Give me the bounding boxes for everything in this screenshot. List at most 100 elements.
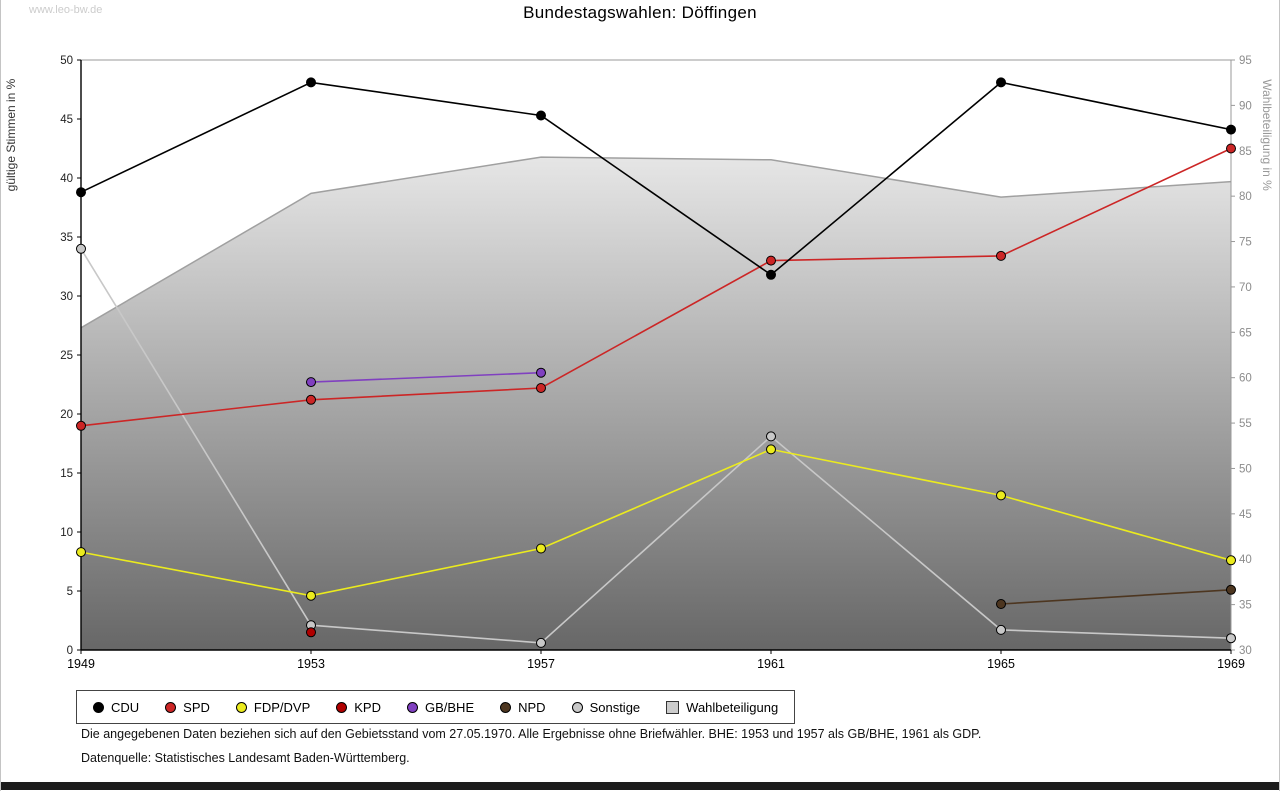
data-point [1226, 633, 1236, 644]
turnout-area-series [80, 156, 1232, 650]
footnote-datenquelle: Datenquelle: Statistisches Landesamt Bad… [81, 751, 410, 765]
legend-dot-icon [500, 701, 512, 713]
svg-text:80: 80 [1239, 191, 1252, 203]
data-point [996, 490, 1006, 501]
chart-title: Bundestagswahlen: Döffingen [523, 3, 757, 22]
svg-text:65: 65 [1239, 327, 1252, 339]
svg-text:45: 45 [1239, 509, 1252, 521]
svg-text:45: 45 [60, 114, 73, 126]
svg-text:1953: 1953 [297, 657, 325, 671]
data-point [766, 444, 776, 455]
svg-text:90: 90 [1239, 100, 1252, 112]
data-point [766, 431, 776, 442]
election-chart: 0 5 10 15 20 25 30 35 40 45 50 30 35 40 45 50 55 60 65 70 75… [4, 55, 1274, 671]
svg-text:30: 30 [1239, 645, 1252, 657]
legend-label: SPD [183, 699, 210, 715]
legend-item-fdp-dvp: FDP/DVP [235, 700, 310, 715]
data-point [306, 377, 316, 388]
series-cdu [76, 77, 1236, 280]
y-axis-left-title: gültige Stimmen in % [4, 78, 18, 191]
data-point [996, 624, 1006, 635]
svg-text:1969: 1969 [1217, 657, 1245, 671]
y-axis-right: 30 35 40 45 50 55 60 65 70 75 80 85 90 95 [1231, 55, 1252, 657]
data-point [306, 590, 316, 601]
svg-text:1965: 1965 [987, 657, 1015, 671]
svg-text:75: 75 [1239, 237, 1252, 249]
svg-text:5: 5 [67, 586, 73, 598]
series-gb-bhe [306, 367, 546, 388]
series-spd [76, 143, 1236, 431]
watermark: www.leo-bw.de [29, 4, 103, 16]
data-point [306, 77, 316, 88]
x-axis: 1949 1953 1957 1961 1965 1969 [67, 650, 1245, 671]
svg-text:1961: 1961 [757, 657, 785, 671]
svg-text:30: 30 [60, 291, 73, 303]
legend-square-icon [666, 700, 680, 714]
data-point [536, 367, 546, 378]
y-axis-left: 0 5 10 15 20 25 30 35 40 45 50 [60, 55, 81, 657]
legend-label: KPD [354, 699, 381, 715]
legend-item-spd: SPD [165, 700, 210, 715]
svg-text:1949: 1949 [67, 657, 95, 671]
chart-legend: CDU SPD FDP/DVP KPD GB/BHE NPD Sonstige Wahlbet… [76, 690, 796, 724]
svg-text:85: 85 [1239, 146, 1252, 158]
legend-item-cdu: CDU [93, 700, 139, 715]
legend-item-gb-bhe: GB/BHE [406, 699, 475, 715]
data-point [536, 637, 546, 648]
legend-dot-icon [336, 701, 348, 713]
footnote-gebietsstand: Die angegebenen Daten beziehen sich auf … [81, 727, 982, 741]
data-point [536, 110, 546, 121]
legend-dot-icon [235, 701, 247, 713]
svg-text:10: 10 [60, 527, 73, 539]
legend-item-wahlbeteiligung: Wahlbeteiligung [666, 700, 778, 715]
data-point [996, 599, 1006, 609]
data-point [76, 547, 86, 558]
legend-dot-icon [406, 701, 418, 713]
data-point [76, 187, 86, 198]
legend-label: CDU [111, 699, 140, 715]
data-point [766, 255, 776, 266]
svg-text:20: 20 [60, 409, 73, 421]
data-point [1226, 124, 1236, 135]
data-point [76, 420, 86, 431]
svg-text:95: 95 [1239, 55, 1252, 67]
svg-text:25: 25 [60, 350, 73, 362]
legend-label: Sonstige [589, 699, 641, 715]
data-point [306, 394, 316, 405]
svg-text:0: 0 [67, 645, 73, 657]
legend-item-sonstige: Sonstige [571, 699, 641, 715]
svg-text:35: 35 [1239, 600, 1252, 612]
data-point [536, 543, 546, 554]
svg-text:50: 50 [60, 55, 73, 67]
data-point [1226, 143, 1236, 154]
data-point [306, 627, 316, 638]
series-sonstige [76, 243, 1236, 648]
legend-dot-icon [571, 701, 583, 713]
series-fdp-dvp [76, 444, 1236, 601]
legend-dot-icon [93, 701, 104, 713]
svg-text:70: 70 [1239, 282, 1252, 294]
data-point [76, 243, 86, 254]
y-axis-right-title: Wahlbeteiligung in % [1260, 79, 1274, 191]
data-point [1226, 555, 1236, 566]
svg-text:40: 40 [1239, 554, 1252, 566]
svg-text:60: 60 [1239, 373, 1252, 385]
legend-label: Wahlbeteiligung [686, 699, 779, 715]
legend-item-npd: NPD [500, 699, 546, 715]
data-point [1226, 584, 1236, 595]
series-npd [996, 584, 1236, 609]
svg-text:35: 35 [60, 232, 73, 244]
legend-label: NPD [518, 699, 546, 715]
series-kpd [306, 627, 316, 638]
data-point [996, 250, 1006, 261]
svg-text:55: 55 [1239, 418, 1252, 430]
legend-dot-icon [165, 701, 177, 713]
data-point [536, 383, 546, 393]
svg-text:1957: 1957 [527, 657, 555, 671]
bottom-bar [1, 782, 1279, 790]
data-point [766, 269, 776, 280]
data-point [996, 77, 1006, 88]
legend-label: GB/BHE [424, 699, 475, 715]
legend-item-kpd: KPD [336, 700, 381, 715]
